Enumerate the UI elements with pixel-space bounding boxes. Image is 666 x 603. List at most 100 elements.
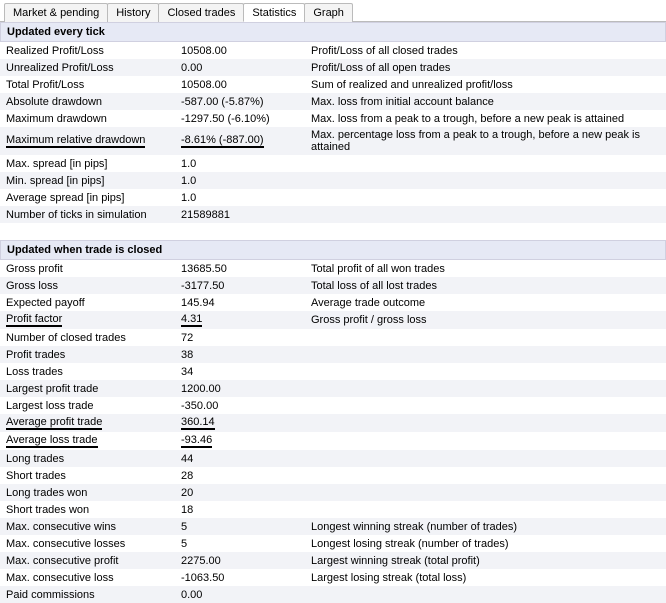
stat-label: Average loss trade <box>0 432 175 450</box>
table-row: Absolute drawdown-587.00 (-5.87%)Max. lo… <box>0 93 666 110</box>
table-row: Average profit trade360.14 <box>0 414 666 432</box>
table-row: Expected payoff145.94Average trade outco… <box>0 294 666 311</box>
stat-value: 10508.00 <box>175 42 305 59</box>
stat-description: Largest winning streak (total profit) <box>305 552 666 569</box>
tab-graph[interactable]: Graph <box>304 3 353 22</box>
stat-value: 360.14 <box>175 414 305 432</box>
table-row: Paid commissions0.00 <box>0 586 666 603</box>
table-row: Max. consecutive profit2275.00Largest wi… <box>0 552 666 569</box>
stat-label: Long trades <box>0 450 175 467</box>
table-row: Number of closed trades72 <box>0 329 666 346</box>
stat-label: Long trades won <box>0 484 175 501</box>
table-row: Average loss trade-93.46 <box>0 432 666 450</box>
stat-value: 72 <box>175 329 305 346</box>
stat-value: 5 <box>175 518 305 535</box>
stat-value: 4.31 <box>175 311 305 329</box>
stat-label: Largest profit trade <box>0 380 175 397</box>
stat-value: 145.94 <box>175 294 305 311</box>
stat-description <box>305 484 666 501</box>
stat-label: Absolute drawdown <box>0 93 175 110</box>
table-row: Largest loss trade-350.00 <box>0 397 666 414</box>
stat-description: Total profit of all won trades <box>305 260 666 277</box>
stat-description: Longest losing streak (number of trades) <box>305 535 666 552</box>
stat-value: 1200.00 <box>175 380 305 397</box>
stat-description <box>305 432 666 450</box>
table-row: Short trades28 <box>0 467 666 484</box>
tab-closed-trades[interactable]: Closed trades <box>158 3 244 22</box>
stat-description: Sum of realized and unrealized profit/lo… <box>305 76 666 93</box>
table-row: Short trades won18 <box>0 501 666 518</box>
stat-value: 0.00 <box>175 586 305 603</box>
table-row: Profit factor4.31Gross profit / gross lo… <box>0 311 666 329</box>
stat-label: Maximum relative drawdown <box>0 127 175 155</box>
stats-table-closed: Gross profit13685.50Total profit of all … <box>0 260 666 603</box>
stat-label: Unrealized Profit/Loss <box>0 59 175 76</box>
stat-description <box>305 189 666 206</box>
table-row: Max. consecutive wins5Longest winning st… <box>0 518 666 535</box>
stat-label: Largest loss trade <box>0 397 175 414</box>
stat-label: Max. spread [in pips] <box>0 155 175 172</box>
stat-description <box>305 467 666 484</box>
stat-description: Average trade outcome <box>305 294 666 311</box>
stat-description <box>305 206 666 223</box>
stat-label: Paid commissions <box>0 586 175 603</box>
stat-value: -93.46 <box>175 432 305 450</box>
tab-market-pending[interactable]: Market & pending <box>4 3 108 22</box>
stat-label: Realized Profit/Loss <box>0 42 175 59</box>
stat-value: -587.00 (-5.87%) <box>175 93 305 110</box>
tab-history[interactable]: History <box>107 3 159 22</box>
stat-value: 44 <box>175 450 305 467</box>
table-row: Max. consecutive loss-1063.50Largest los… <box>0 569 666 586</box>
stat-label: Loss trades <box>0 363 175 380</box>
stat-label: Average spread [in pips] <box>0 189 175 206</box>
stat-description <box>305 501 666 518</box>
stat-label: Gross profit <box>0 260 175 277</box>
stat-description: Max. loss from a peak to a trough, befor… <box>305 110 666 127</box>
table-row: Total Profit/Loss10508.00Sum of realized… <box>0 76 666 93</box>
stat-description <box>305 329 666 346</box>
stat-value: 1.0 <box>175 189 305 206</box>
table-row: Maximum drawdown-1297.50 (-6.10%)Max. lo… <box>0 110 666 127</box>
tab-statistics[interactable]: Statistics <box>243 3 305 22</box>
stat-label: Expected payoff <box>0 294 175 311</box>
stat-description <box>305 380 666 397</box>
stat-label: Gross loss <box>0 277 175 294</box>
stat-description: Max. loss from initial account balance <box>305 93 666 110</box>
stat-value: 34 <box>175 363 305 380</box>
section-header-tick: Updated every tick <box>0 22 666 42</box>
stat-description: Profit/Loss of all open trades <box>305 59 666 76</box>
table-row: Long trades44 <box>0 450 666 467</box>
stat-value: 5 <box>175 535 305 552</box>
table-row: Realized Profit/Loss10508.00Profit/Loss … <box>0 42 666 59</box>
table-row: Gross loss-3177.50Total loss of all lost… <box>0 277 666 294</box>
stat-description <box>305 450 666 467</box>
stat-description <box>305 346 666 363</box>
stat-description: Longest winning streak (number of trades… <box>305 518 666 535</box>
stat-label: Short trades <box>0 467 175 484</box>
stat-description: Gross profit / gross loss <box>305 311 666 329</box>
stat-description: Profit/Loss of all closed trades <box>305 42 666 59</box>
table-row: Largest profit trade1200.00 <box>0 380 666 397</box>
stat-description: Total loss of all lost trades <box>305 277 666 294</box>
stat-label: Total Profit/Loss <box>0 76 175 93</box>
stat-value: 21589881 <box>175 206 305 223</box>
table-row: Long trades won20 <box>0 484 666 501</box>
section-header-closed: Updated when trade is closed <box>0 240 666 260</box>
table-row: Max. consecutive losses5Longest losing s… <box>0 535 666 552</box>
stat-description <box>305 414 666 432</box>
stat-label: Max. consecutive profit <box>0 552 175 569</box>
stat-label: Number of closed trades <box>0 329 175 346</box>
stat-value: 38 <box>175 346 305 363</box>
stat-value: 13685.50 <box>175 260 305 277</box>
stats-table-tick: Realized Profit/Loss10508.00Profit/Loss … <box>0 42 666 223</box>
table-row: Average spread [in pips]1.0 <box>0 189 666 206</box>
stat-description <box>305 586 666 603</box>
table-row: Maximum relative drawdown-8.61% (-887.00… <box>0 127 666 155</box>
stat-value: -350.00 <box>175 397 305 414</box>
stat-value: -1297.50 (-6.10%) <box>175 110 305 127</box>
stat-value: -3177.50 <box>175 277 305 294</box>
stat-description <box>305 155 666 172</box>
stat-value: 1.0 <box>175 172 305 189</box>
stat-label: Max. consecutive loss <box>0 569 175 586</box>
tabs-bar: Market & pending History Closed trades S… <box>0 0 666 22</box>
